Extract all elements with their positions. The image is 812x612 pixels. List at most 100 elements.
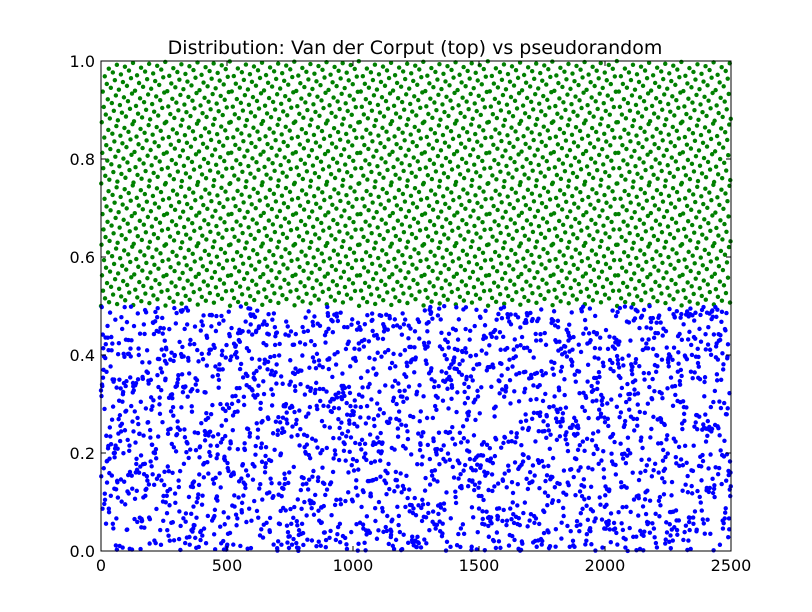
data-point — [331, 217, 336, 223]
data-point — [350, 317, 355, 322]
data-point — [541, 93, 546, 99]
data-point — [123, 236, 128, 242]
data-point — [241, 138, 246, 144]
data-point — [572, 278, 577, 283]
data-point — [608, 280, 614, 286]
data-point — [639, 114, 645, 119]
data-point — [393, 111, 399, 116]
data-point — [605, 154, 610, 160]
data-point — [277, 86, 283, 91]
data-point — [305, 138, 311, 143]
data-point — [393, 172, 398, 177]
data-point — [359, 104, 365, 110]
data-point — [629, 276, 634, 282]
data-point — [127, 448, 132, 453]
data-point — [453, 179, 459, 185]
data-point — [616, 89, 622, 94]
data-point — [616, 365, 622, 370]
data-point — [260, 418, 265, 424]
data-point — [516, 213, 522, 218]
data-point — [140, 84, 146, 90]
data-point — [260, 118, 266, 124]
data-point — [483, 308, 488, 313]
data-point — [113, 443, 118, 448]
data-point — [113, 487, 119, 492]
data-point — [637, 95, 643, 100]
data-point — [231, 295, 237, 301]
data-point — [150, 132, 155, 137]
data-point — [301, 542, 306, 548]
data-point — [334, 314, 340, 319]
data-point — [724, 168, 729, 173]
data-point — [174, 131, 180, 136]
data-point — [338, 310, 343, 315]
data-point — [570, 170, 576, 176]
data-point — [278, 162, 283, 168]
data-point — [234, 349, 239, 355]
data-point — [417, 67, 422, 72]
data-point — [575, 235, 580, 241]
data-point — [295, 134, 301, 140]
data-point — [686, 188, 692, 193]
data-point — [435, 479, 440, 484]
data-point — [137, 218, 143, 224]
data-point — [479, 493, 484, 499]
data-point — [532, 520, 537, 526]
data-point — [373, 179, 378, 184]
data-point — [128, 76, 134, 81]
data-point — [590, 509, 596, 514]
data-point — [356, 392, 362, 397]
data-point — [163, 500, 168, 505]
data-point — [422, 119, 427, 124]
data-point — [640, 206, 645, 211]
data-point — [635, 232, 640, 238]
data-point — [721, 521, 726, 526]
data-point — [173, 161, 179, 167]
data-point — [412, 370, 417, 375]
data-point — [180, 344, 185, 350]
data-point — [315, 478, 321, 484]
data-point — [508, 506, 513, 511]
data-point — [330, 279, 336, 284]
data-point — [309, 117, 314, 122]
data-point — [305, 328, 311, 334]
data-point — [472, 482, 478, 487]
data-point — [289, 136, 294, 141]
data-point — [118, 194, 123, 200]
data-point — [615, 361, 621, 366]
data-point — [674, 461, 679, 466]
data-point — [625, 381, 630, 387]
data-point — [689, 352, 695, 358]
data-point — [157, 82, 162, 88]
data-point — [663, 537, 668, 542]
data-point — [693, 276, 698, 281]
data-point — [322, 75, 327, 80]
data-point — [528, 310, 533, 316]
data-point — [363, 451, 368, 456]
data-point — [388, 532, 394, 538]
data-point — [272, 229, 278, 235]
data-point — [710, 314, 716, 319]
data-point — [248, 232, 253, 238]
data-point — [489, 472, 495, 477]
data-point — [606, 124, 611, 129]
data-point — [142, 461, 148, 467]
data-point — [302, 392, 308, 397]
data-point — [504, 224, 509, 230]
data-point — [327, 535, 332, 540]
data-point — [394, 401, 399, 407]
data-point — [183, 293, 188, 299]
data-point — [500, 154, 505, 159]
data-point — [699, 71, 704, 77]
data-point — [479, 204, 484, 210]
data-point — [353, 440, 358, 446]
data-point — [707, 347, 713, 352]
data-point — [191, 67, 196, 73]
data-point — [450, 259, 455, 264]
data-point — [412, 345, 417, 350]
data-point — [660, 107, 665, 112]
data-point — [248, 110, 254, 115]
data-point — [458, 526, 464, 531]
data-point — [676, 518, 682, 523]
data-point — [106, 66, 112, 71]
